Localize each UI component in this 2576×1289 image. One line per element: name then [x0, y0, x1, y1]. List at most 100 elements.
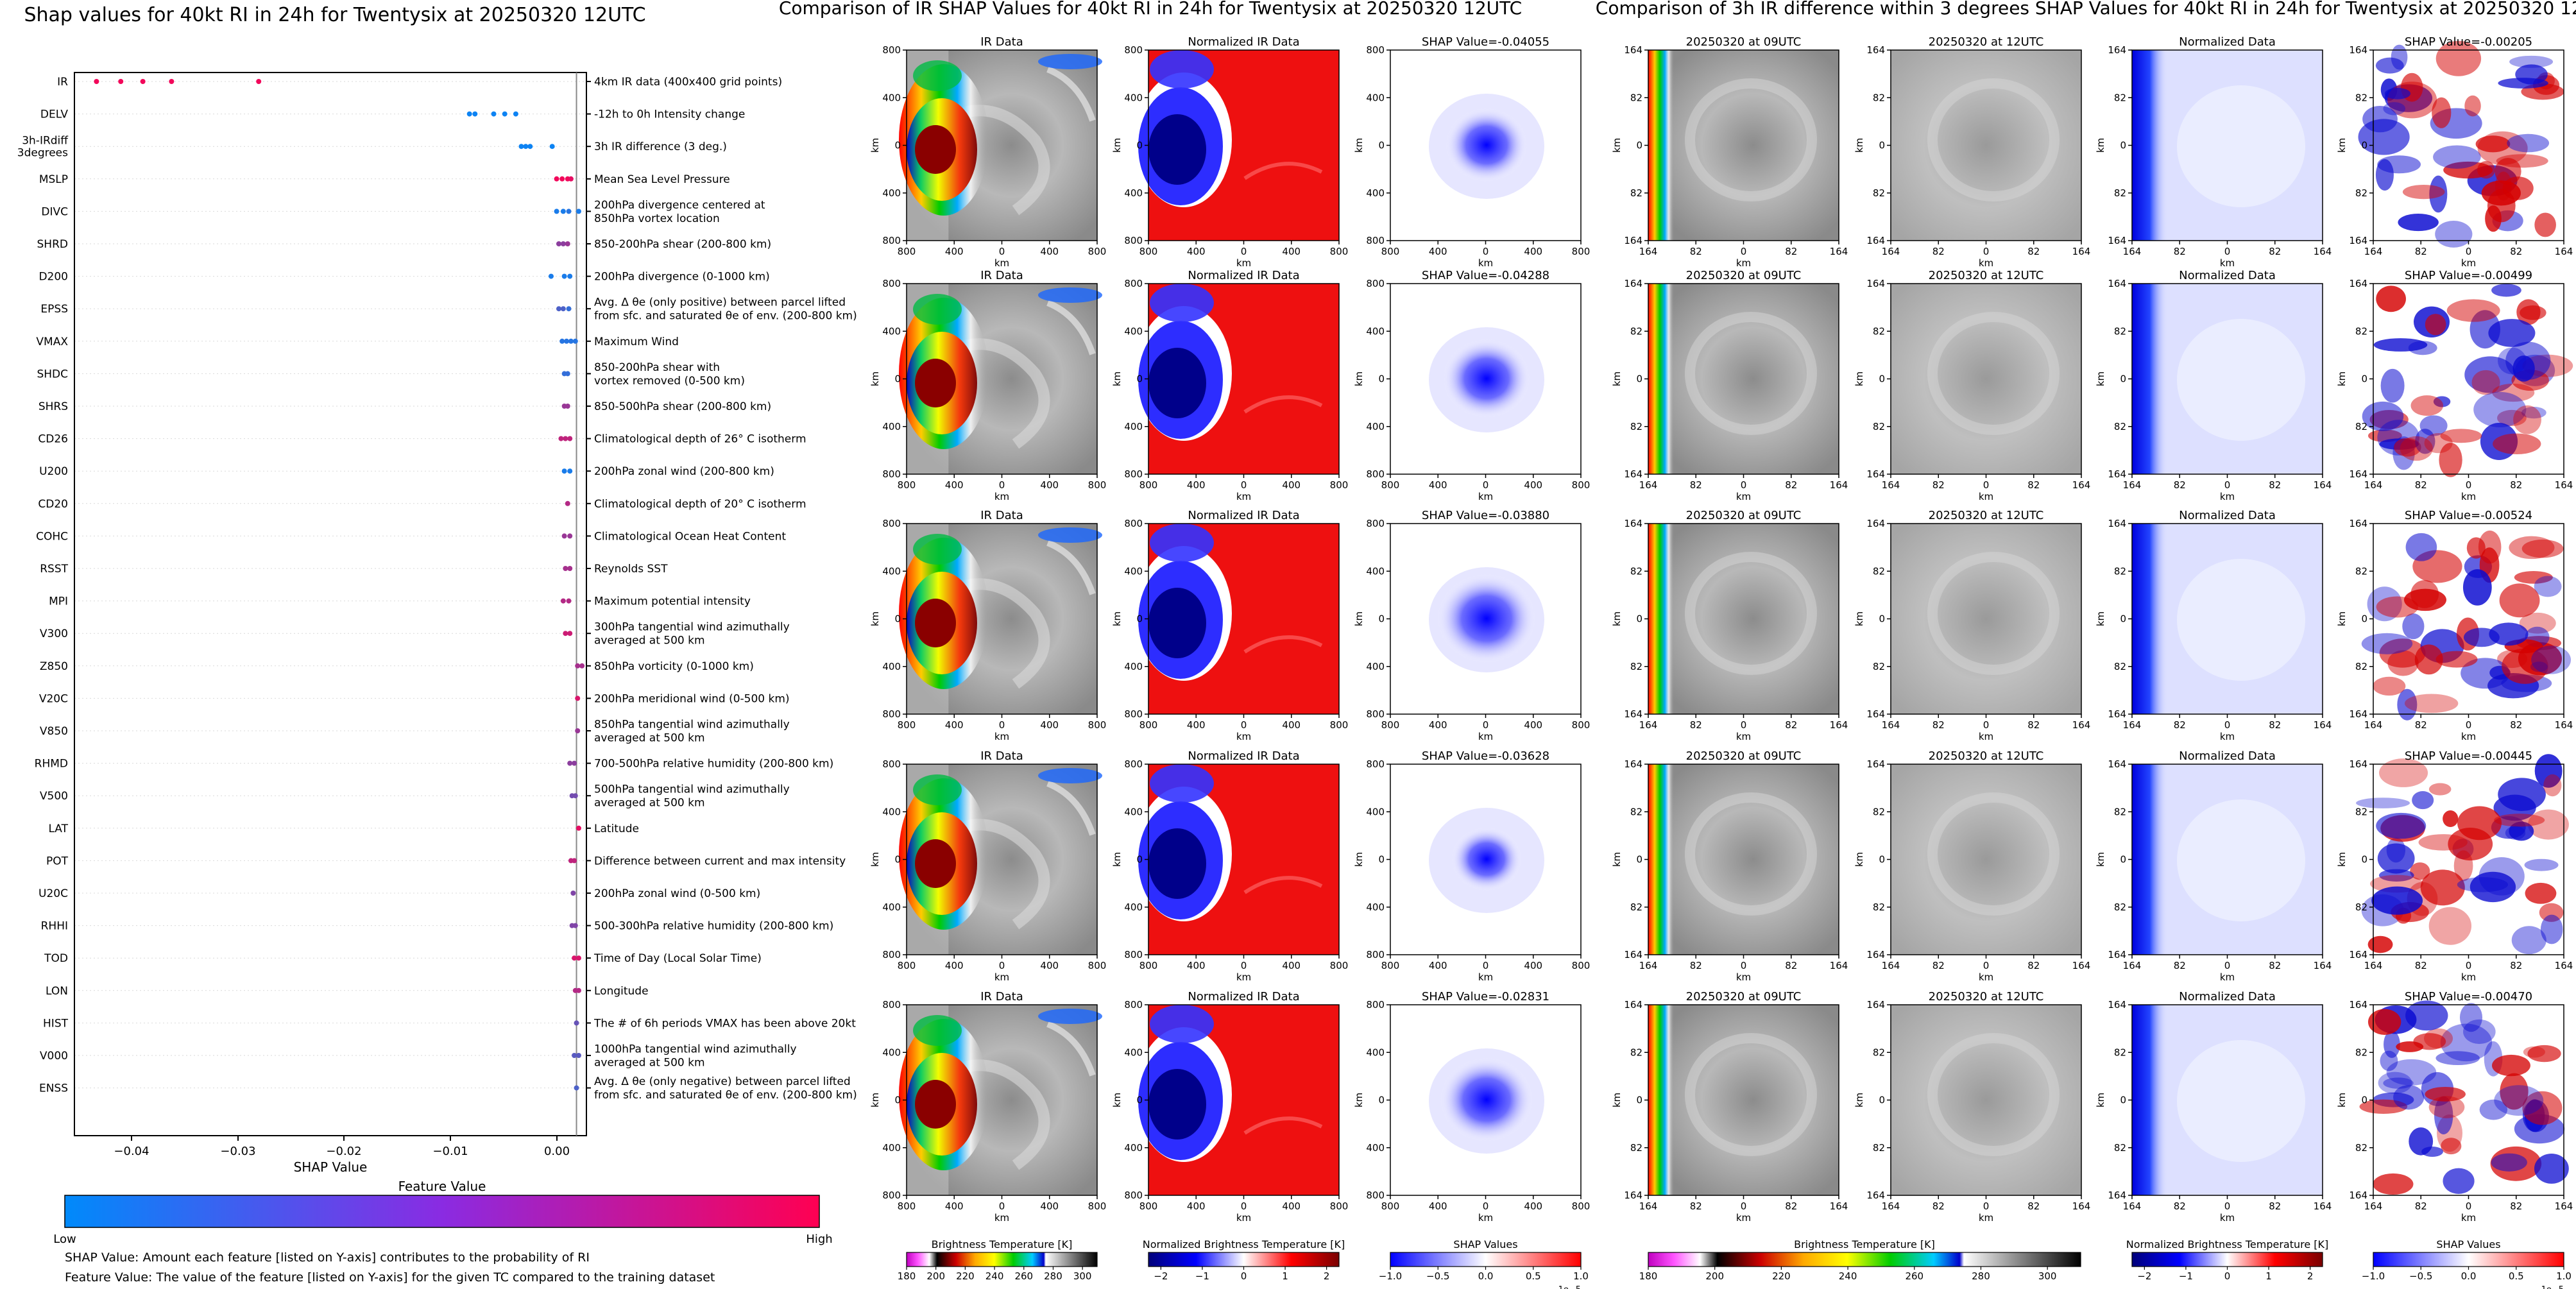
x-tick-label: 400 — [945, 246, 964, 257]
shap-point — [523, 144, 529, 149]
feature-description: 850hPa vorticity (0-1000 km) — [594, 660, 754, 673]
shap-panel-title: SHAP Value=-0.04055 — [1422, 35, 1549, 49]
x-tick-label: 800 — [1381, 960, 1400, 971]
y-axis-label: km — [1611, 611, 1623, 626]
feature-description: 700-500hPa relative humidity (200-800 km… — [594, 758, 833, 771]
x-tick-label: 800 — [1088, 246, 1107, 257]
shap-point — [558, 436, 564, 441]
x-tick-label: 400 — [1429, 246, 1447, 257]
x-tick-label: 400 — [1524, 960, 1542, 971]
colorbar-tick-label: 260 — [1905, 1270, 1923, 1282]
y-tick-label: 0 — [1136, 140, 1143, 151]
y-tick-label: 0 — [2361, 613, 2367, 625]
y-tick-label: 0 — [2361, 373, 2367, 385]
note-shap-value: SHAP Value: Amount each feature [listed … — [65, 1251, 590, 1265]
y-tick-label: 0 — [1136, 613, 1143, 625]
ir-row: IR Data80080040040000400400800800kmkmNor… — [869, 990, 1590, 1224]
shap-point — [576, 1053, 581, 1058]
x-axis-label: km — [2220, 731, 2235, 742]
x-tick-label: 82 — [2510, 246, 2522, 257]
y-tick-label: 0 — [2120, 854, 2126, 866]
y-tick-label: 164 — [1624, 235, 1642, 246]
panel-title: 20250320 at 12UTC — [1929, 269, 2044, 282]
colorbar-tick-label: 300 — [1073, 1270, 1092, 1282]
y-tick-label: 164 — [1866, 278, 1885, 289]
x-tick-label: 0 — [2224, 479, 2231, 491]
panel-title: Normalized IR Data — [1188, 990, 1299, 1003]
shap-point — [575, 663, 581, 669]
ir-row: IR Data80080040040000400400800800kmkmNor… — [869, 509, 1590, 742]
feature-code-label: DIVC — [41, 205, 68, 218]
y-tick-label: 82 — [1873, 1142, 1885, 1154]
x-tick-label: 164 — [2072, 1200, 2091, 1212]
y-tick-label: 800 — [882, 468, 901, 480]
x-tick-label: 800 — [898, 960, 916, 971]
x-tick-label: 800 — [1088, 479, 1107, 491]
shap-point — [576, 209, 581, 214]
feature-code-label: MPI — [49, 595, 68, 608]
shap-point — [556, 306, 562, 312]
x-axis-label: km — [2461, 971, 2476, 983]
feature-description: 1000hPa tangential wind azimuthally — [594, 1043, 797, 1056]
x-axis-label: km — [1478, 257, 1493, 269]
x-tick-label: 164 — [2314, 719, 2332, 731]
x-axis-label: km — [1979, 1212, 1993, 1224]
feature-code-label: RHMD — [35, 758, 68, 771]
y-tick-label: 400 — [1366, 806, 1385, 817]
x-tick-label: 800 — [1572, 1200, 1591, 1212]
x-tick-label: 400 — [1040, 479, 1059, 491]
y-axis-label: km — [1854, 371, 1865, 386]
x-tick-label: 800 — [1330, 960, 1349, 971]
y-tick-label: 164 — [1866, 758, 1885, 770]
y-axis-label: km — [1854, 138, 1865, 153]
x-tick-label: 164 — [1639, 960, 1658, 971]
feature-code-label: Z850 — [40, 660, 68, 673]
ir-diff-shap-panel: SHAP Value=-0.00499164164828200828216416… — [2336, 269, 2573, 502]
x-tick-label: 82 — [2415, 1200, 2427, 1212]
y-tick-label: 82 — [2114, 92, 2126, 103]
feature-description: Avg. Δ θe (only negative) between parcel… — [594, 1075, 851, 1088]
x-tick: −0.03 — [220, 1136, 256, 1158]
colorbar-gradient — [2131, 1252, 2323, 1267]
ir-shap-panel: SHAP Value=-0.03628800800400400004004008… — [1353, 749, 1590, 983]
y-tick-label: 800 — [1366, 278, 1385, 289]
normalized-diff-panel: Normalized Data1641648282008282164164kmk… — [2095, 509, 2332, 742]
x-tick-label: 800 — [1381, 479, 1400, 491]
normalized-ir-panel: Normalized IR Data8008004004000040040080… — [1111, 509, 1348, 742]
x-axis-label: km — [1979, 731, 1993, 742]
x-tick-label: 164 — [1830, 960, 1848, 971]
y-tick-label: 400 — [1124, 806, 1143, 817]
y-axis-label: km — [2095, 611, 2106, 626]
colorbar-tick-label: 1.0 — [1573, 1270, 1589, 1282]
x-tick-label: 164 — [2314, 246, 2332, 257]
y-tick-label: 164 — [1624, 518, 1642, 529]
x-tick: −0.02 — [326, 1136, 362, 1158]
shap-point — [574, 1085, 579, 1091]
y-tick-label: 800 — [1366, 949, 1385, 960]
feature-description: 3h IR difference (3 deg.) — [594, 141, 727, 153]
feature-description: from sfc. and saturated θe of env. (200-… — [594, 310, 857, 323]
colorbar-title: Feature Value — [398, 1179, 486, 1194]
x-tick-label: 800 — [1330, 479, 1349, 491]
y-axis-label: km — [1611, 852, 1623, 867]
normalized-ir-panel: Normalized IR Data8008004004000040040080… — [1111, 35, 1348, 269]
y-axis-label: km — [869, 611, 881, 626]
y-tick-label: 800 — [882, 235, 901, 246]
feature-code-label: IR — [57, 76, 68, 89]
feature-code-label: POT — [46, 855, 69, 867]
y-tick-label: 400 — [882, 1142, 901, 1154]
panel-title: 20250320 at 09UTC — [1686, 990, 1802, 1003]
x-tick-label: 0 — [1983, 960, 1990, 971]
x-axis-label: km — [1478, 731, 1493, 742]
y-tick-label: 82 — [1630, 806, 1642, 817]
y-tick-label: 164 — [1866, 999, 1885, 1011]
x-tick-label: 82 — [1785, 246, 1797, 257]
shap-point — [575, 728, 581, 733]
feature-description: averaged at 500 km — [594, 797, 705, 810]
shap-point — [554, 209, 559, 214]
x-axis-label: km — [2461, 731, 2476, 742]
shap-point — [559, 338, 565, 344]
